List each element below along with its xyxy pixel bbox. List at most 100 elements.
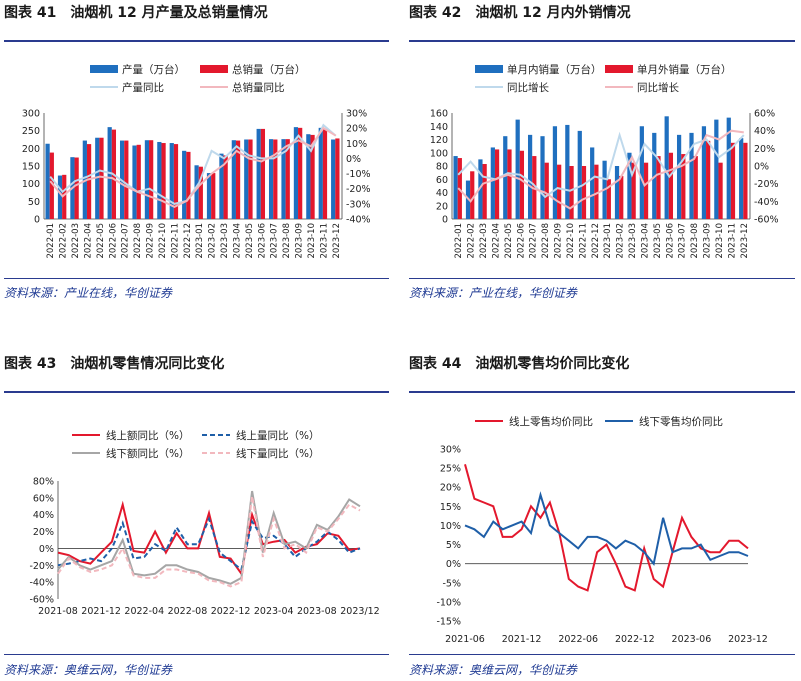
panel-42-label: 图表 42 [409, 5, 462, 21]
c44-xtick-5: 2023-12 [728, 634, 768, 645]
c41-xtick-11: 2022-12 [183, 223, 193, 259]
c42-bar-s0-20 [701, 126, 707, 219]
c41-xtick-18: 2023-07 [270, 223, 280, 259]
c41-xtick-4: 2022-05 [96, 223, 106, 259]
c41-bar-s0-1 [57, 175, 63, 219]
c41-xtick-21: 2023-10 [307, 223, 317, 259]
c42-bar-s0-4 [503, 136, 508, 219]
c41-bar-s1-6 [124, 140, 129, 219]
c42-bar-s1-10 [581, 166, 587, 219]
c42-xtick-22: 2023-11 [727, 223, 737, 259]
c41-xtick-6: 2022-07 [121, 223, 131, 259]
c41-xtick-13: 2023-02 [208, 223, 218, 259]
c42-legend-label-2: 同比增长 [507, 81, 549, 94]
c43-legend-label-3: 线下量同比（%） [236, 447, 319, 460]
c43-xtick-1: 2021-12 [81, 606, 121, 617]
panel-43: 图表 43 油烟机零售情况同比变化 -60% -40% -20% 0% 20% 40% 60%… [0, 345, 395, 681]
c42-bar-s0-15 [639, 126, 644, 219]
c42-bar-s1-7 [544, 162, 549, 219]
c42-bar-s1-22 [730, 142, 736, 219]
c41-y2tick-4: 0% [346, 154, 361, 165]
c43-xtick-7: 2023/12 [340, 606, 379, 617]
c41-bar-s0-17 [256, 128, 261, 219]
c42-ytick-8: 160 [430, 109, 448, 120]
c41-bar-s1-1 [62, 174, 67, 219]
c42-bar-s1-1 [470, 171, 475, 219]
panel-41-source: 资料来源：产业在线，华创证券 [4, 286, 173, 300]
c42-bar-s0-2 [478, 159, 483, 219]
panel-44: 图表 44 油烟机零售均价同比变化 -15% -10% -5% 0% 5% 10% 15% 20… [405, 345, 801, 681]
c41-bar-s1-17 [260, 128, 266, 219]
c41-xtick-3: 2022-04 [83, 223, 93, 259]
c41-bar-s1-12 [198, 166, 203, 219]
c44-xtick-1: 2021-12 [502, 634, 542, 645]
c41-xtick-2: 2022-03 [71, 223, 81, 259]
c42-bar-s1-2 [482, 164, 487, 219]
c42-xtick-12: 2023-01 [603, 223, 613, 259]
c42-legend-label-1: 单月外销量（万台） [637, 63, 732, 76]
c41-y2tick-7: 30% [346, 109, 367, 120]
c41-bar-s1-8 [149, 140, 154, 219]
c42-xtick-21: 2023-10 [715, 223, 725, 259]
c41-bar-s1-10 [173, 144, 179, 219]
c44-xtick-4: 2023-06 [672, 634, 712, 645]
panel-44-source: 资料来源：奥维云网，华创证券 [409, 663, 578, 677]
c41-legend-label-0: 产量（万台） [122, 63, 185, 76]
c41-bar-s0-14 [219, 153, 224, 219]
c43-ytick-3: 0% [39, 544, 54, 555]
c41-bar-s1-16 [248, 139, 253, 219]
c41-bar-s0-7 [132, 145, 137, 219]
c43-ytick-1: -40% [29, 578, 54, 589]
c43-xtick-4: 2022-12 [211, 606, 251, 617]
c44-ytick-0: -15% [436, 617, 461, 628]
c44-xtick-3: 2022-12 [615, 634, 655, 645]
c41-bar-s1-11 [186, 151, 191, 219]
c41-xtick-22: 2023-11 [319, 223, 329, 259]
c41-bar-s0-18 [268, 139, 274, 219]
c42-xtick-5: 2022-06 [516, 223, 526, 259]
c42-ytick-3: 60 [436, 175, 448, 186]
c42-xtick-13: 2023-02 [616, 223, 626, 259]
c43-legend-label-2: 线下额同比（%） [106, 447, 189, 460]
c42-xtick-3: 2022-04 [491, 223, 501, 259]
c42-bar-s1-11 [594, 164, 599, 219]
c41-xtick-16: 2023-05 [245, 223, 255, 259]
c41-bar-s1-23 [335, 138, 340, 219]
c44-legend-label-1: 线下零售均价同比 [639, 415, 723, 428]
c41-bar-s1-20 [298, 127, 303, 219]
c44-ytick-7: 20% [440, 483, 461, 494]
c42-bar-s0-23 [739, 138, 744, 219]
c42-bar-s1-13 [619, 175, 624, 219]
c41-bar-s1-4 [99, 137, 104, 219]
c42-bar-s1-8 [557, 164, 562, 219]
panel-41-label: 图表 41 [4, 5, 57, 21]
c42-bar-s0-0 [453, 156, 458, 219]
c42-y2tick-1: -40% [754, 197, 779, 208]
panel-41-title-text: 油烟机 12 月产量及总销量情况 [70, 5, 268, 21]
c42-line-1 [457, 129, 744, 210]
c41-bar-s0-3 [82, 140, 87, 219]
c44-ytick-2: -5% [443, 578, 462, 589]
c42-bar-s1-3 [494, 149, 500, 219]
c42-ytick-4: 80 [436, 162, 448, 173]
c44-ytick-3: 0% [446, 559, 461, 570]
c42-bar-s0-8 [552, 126, 558, 219]
c42-bar-s0-19 [689, 132, 694, 219]
c44-legend-label-0: 线上零售均价同比 [509, 415, 593, 428]
c42-xtick-9: 2022-10 [566, 223, 576, 259]
chart-42: 0 20 40 60 80 100 120 140 160 -60% -40% -20% 0% 20% 40… [430, 63, 779, 259]
c42-bar-s1-5 [519, 150, 525, 219]
c41-ytick-1: 50 [28, 197, 40, 208]
panel-41-rule [4, 40, 389, 42]
c41-line-1 [49, 126, 337, 209]
c43-xtick-0: 2021-08 [38, 606, 78, 617]
c42-bar-s0-22 [726, 117, 731, 219]
c42-y2tick-0: -60% [754, 215, 779, 226]
c41-bar-s0-8 [144, 140, 150, 219]
c41-xtick-5: 2022-06 [108, 223, 118, 259]
c41-bar-s0-12 [194, 165, 199, 219]
panel-42-rule [409, 40, 795, 42]
c43-xtick-5: 2023-04 [254, 606, 294, 617]
c44-line-1 [464, 491, 749, 566]
c42-xtick-7: 2022-08 [541, 223, 551, 259]
